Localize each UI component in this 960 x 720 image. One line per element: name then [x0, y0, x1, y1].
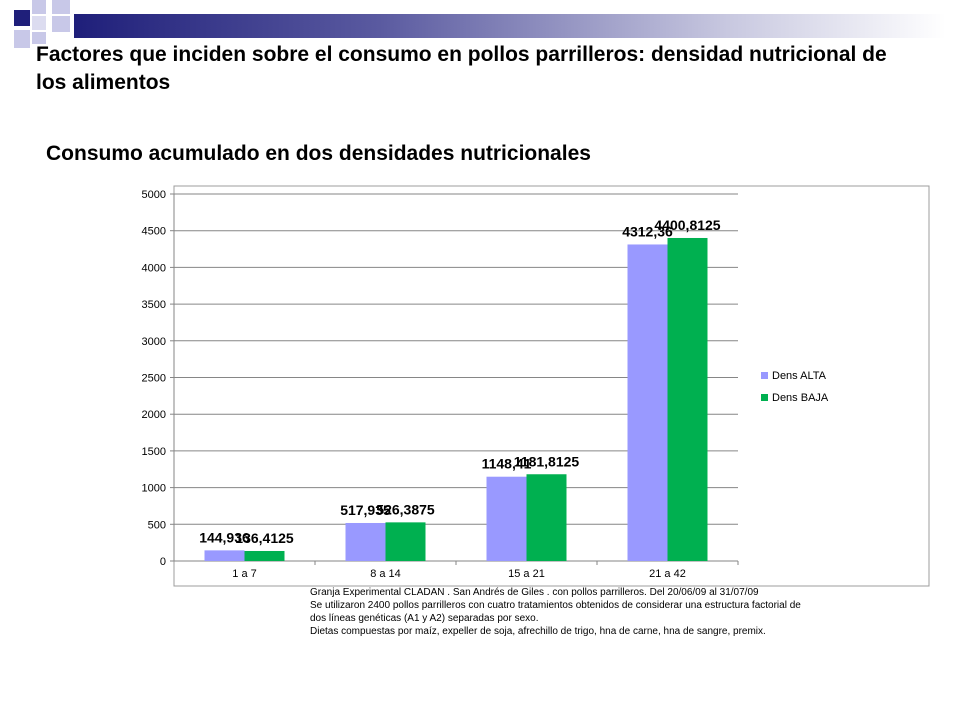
- data-label: 1181,8125: [514, 453, 580, 469]
- y-axis-tick-labels: 0 500 1000 1500 2000 2500 3000 3500 4000 4500 5000: [142, 189, 166, 568]
- y-tick-label: 1500: [142, 446, 166, 458]
- y-tick-label: 4500: [142, 226, 166, 238]
- decor-square-lavender: [32, 32, 46, 44]
- legend-label: Dens ALTA: [772, 370, 827, 382]
- decor-square-lavender: [52, 0, 70, 14]
- legend-label: Dens BAJA: [772, 392, 829, 404]
- bars: [204, 237, 708, 562]
- bar-dens-alta: [204, 550, 245, 561]
- y-tick-label: 3500: [142, 299, 166, 311]
- decor-square-navy: [14, 10, 30, 26]
- bar-dens-alta: [627, 244, 668, 561]
- bar-dens-baja: [385, 522, 426, 561]
- data-label: 526,3875: [376, 501, 435, 517]
- legend-swatch: [761, 394, 768, 401]
- data-label: 4400,8125: [654, 217, 720, 233]
- footnote-line: Se utilizaron 2400 pollos parrilleros co…: [310, 600, 801, 611]
- data-label: 136,4125: [235, 530, 294, 546]
- data-label: 144,936: [199, 529, 250, 545]
- header-gradient-bar: [74, 14, 946, 38]
- data-label: 4312,36: [622, 223, 673, 239]
- footnotes: Granja Experimental CLADAN . San Andrés …: [310, 586, 930, 638]
- page-title: Factores que inciden sobre el consumo en…: [36, 43, 887, 94]
- decor-square-lavender: [52, 16, 70, 32]
- data-label: 517,935: [340, 502, 391, 518]
- footnote-line: Dietas compuestas por maíz, expeller de …: [310, 626, 766, 637]
- y-tick-label: 0: [160, 556, 166, 568]
- bar-dens-baja: [244, 550, 285, 561]
- decor-square-lavender: [14, 30, 30, 48]
- y-tick-label: 1000: [142, 483, 166, 495]
- footnote-line: Granja Experimental CLADAN . San Andrés …: [310, 587, 759, 598]
- decor-square-lavender: [32, 0, 46, 14]
- x-axis-tick-labels: 1 a 7 8 a 14 15 a 21 21 a 42: [232, 568, 686, 580]
- data-label: 1148,41: [482, 456, 532, 472]
- chart-title: Consumo acumulado en dos densidades nutr…: [46, 142, 591, 165]
- y-tick-label: 2000: [142, 409, 166, 421]
- x-tick-label: 21 a 42: [649, 568, 686, 580]
- bar-dens-alta: [345, 522, 386, 561]
- y-tick-label: 3000: [142, 336, 166, 348]
- y-tick-label: 5000: [142, 189, 166, 201]
- x-tick-label: 8 a 14: [370, 568, 401, 580]
- legend-swatch: [761, 372, 768, 379]
- y-tick-label: 4000: [142, 262, 166, 274]
- decor-square-lavender: [32, 16, 46, 30]
- footnote-line: dos líneas genéticas (A1 y A2) separadas…: [310, 613, 539, 624]
- bar-dens-baja: [667, 237, 708, 562]
- legend: Dens ALTA Dens BAJA: [761, 370, 829, 404]
- bar-dens-alta: [486, 476, 527, 561]
- x-tick-label: 15 a 21: [508, 568, 545, 580]
- y-tick-label: 2500: [142, 373, 166, 385]
- bar-dens-baja: [526, 474, 567, 561]
- y-tick-label: 500: [148, 519, 166, 531]
- x-tick-label: 1 a 7: [232, 568, 256, 580]
